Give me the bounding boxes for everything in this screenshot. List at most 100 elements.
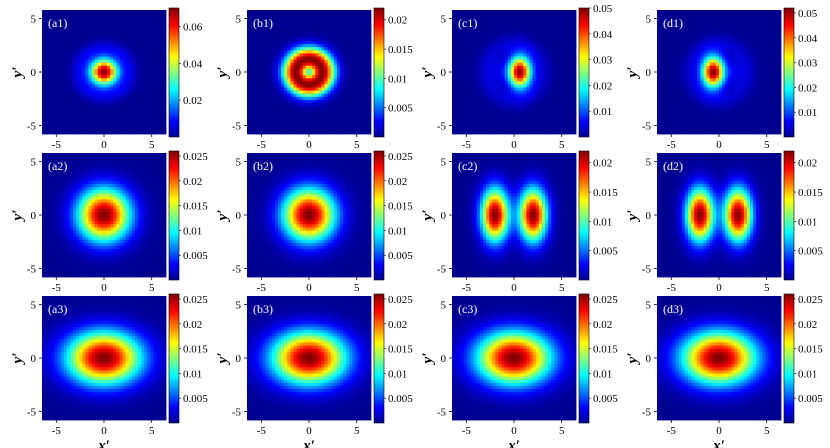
- heatmap-cell: [89, 112, 93, 116]
- heatmap-cell: [58, 50, 62, 54]
- heatmap-cell: [352, 16, 356, 20]
- heatmap-cell: [64, 88, 67, 92]
- heatmap-cell: [328, 26, 332, 30]
- heatmap-cell: [514, 66, 518, 70]
- heatmap-cell: [51, 119, 55, 123]
- heatmap-cell: [297, 32, 301, 36]
- heatmap-cell: [331, 41, 335, 45]
- heatmap-cell: [64, 53, 67, 57]
- heatmap-cell: [520, 100, 524, 104]
- heatmap-cell: [275, 94, 279, 98]
- heatmap-cell: [259, 10, 263, 14]
- heatmap-cell: [526, 112, 530, 116]
- heatmap-cell: [64, 32, 67, 36]
- heatmap-cell: [483, 57, 487, 61]
- heatmap-cell: [340, 66, 344, 70]
- heatmap-cell: [120, 122, 124, 126]
- heatmap-cell: [660, 47, 664, 51]
- heatmap-cell: [284, 91, 288, 95]
- heatmap-cell: [82, 125, 86, 129]
- heatmap-cell: [526, 103, 530, 107]
- heatmap-cell: [331, 29, 335, 32]
- heatmap-cell: [247, 19, 251, 23]
- heatmap-cell: [154, 19, 158, 23]
- heatmap-cell: [480, 69, 484, 73]
- heatmap-cell: [554, 32, 558, 36]
- heatmap-cell: [486, 97, 490, 101]
- heatmap-cell: [505, 78, 509, 82]
- heatmap-cell: [70, 119, 74, 123]
- heatmap-cell: [263, 131, 267, 135]
- heatmap-cell: [147, 69, 151, 73]
- heatmap-cell: [306, 44, 310, 48]
- heatmap-cell: [144, 41, 148, 45]
- heatmap-cell: [554, 84, 558, 88]
- heatmap-cell: [468, 94, 472, 98]
- heatmap-cell: [523, 16, 527, 20]
- heatmap-cell: [337, 10, 341, 14]
- heatmap-cell: [321, 16, 325, 20]
- heatmap-cell: [477, 100, 481, 104]
- heatmap-cell: [132, 32, 136, 36]
- heatmap-cell: [452, 19, 456, 23]
- heatmap-cell: [135, 84, 139, 88]
- heatmap-cell: [340, 57, 344, 61]
- heatmap-cell: [110, 125, 114, 129]
- heatmap-cell: [144, 66, 148, 70]
- heatmap-cell: [468, 69, 472, 73]
- heatmap-cell: [318, 16, 322, 20]
- heatmap-cell: [113, 122, 117, 126]
- heatmap-cell: [539, 119, 543, 123]
- heatmap-cell: [89, 32, 93, 36]
- heatmap-cell: [356, 22, 360, 26]
- heatmap-cell: [474, 50, 478, 54]
- heatmap-cell: [508, 75, 512, 79]
- heatmap-cell: [147, 103, 151, 107]
- heatmap-cell: [259, 115, 263, 119]
- heatmap-cell: [312, 112, 316, 116]
- heatmap-cell: [64, 78, 67, 82]
- heatmap-cell: [545, 32, 549, 36]
- heatmap-cell: [325, 128, 329, 132]
- heatmap-cell: [464, 10, 468, 14]
- heatmap-cell: [104, 75, 108, 79]
- heatmap-cell: [359, 22, 363, 26]
- heatmap-cell: [526, 16, 530, 20]
- heatmap-cell: [548, 57, 552, 61]
- heatmap-cell: [160, 91, 164, 95]
- heatmap-cell: [281, 22, 285, 26]
- heatmap-cell: [309, 66, 313, 70]
- heatmap-cell: [98, 119, 102, 123]
- heatmap-cell: [278, 16, 282, 20]
- heatmap-cell: [129, 13, 133, 17]
- heatmap-cell: [660, 66, 664, 70]
- heatmap-cell: [573, 22, 577, 26]
- heatmap-cell: [126, 112, 130, 116]
- heatmap-cell: [79, 128, 83, 132]
- heatmap-cell: [452, 109, 456, 113]
- heatmap-cell: [113, 119, 117, 123]
- heatmap-cell: [132, 44, 136, 48]
- heatmap-cell: [147, 32, 151, 36]
- heatmap-cell: [362, 60, 366, 64]
- heatmap-cell: [281, 78, 285, 82]
- heatmap-cell: [157, 128, 161, 132]
- heatmap-cell: [110, 38, 114, 42]
- heatmap-cell: [154, 106, 158, 110]
- heatmap-cell: [346, 81, 350, 85]
- heatmap-cell: [58, 103, 62, 107]
- heatmap-cell: [284, 119, 288, 123]
- heatmap-cell: [132, 115, 136, 119]
- heatmap-cell: [70, 66, 74, 70]
- heatmap-cell: [120, 78, 124, 82]
- heatmap-cell: [480, 78, 484, 82]
- heatmap-cell: [151, 63, 155, 66]
- heatmap-cell: [120, 94, 124, 98]
- heatmap-cell: [141, 100, 145, 104]
- heatmap-cell: [247, 29, 251, 32]
- heatmap-cell: [163, 75, 167, 79]
- heatmap-cell: [452, 106, 456, 110]
- heatmap-cell: [517, 63, 521, 66]
- heatmap-cell: [315, 47, 319, 51]
- heatmap-cell: [309, 69, 313, 73]
